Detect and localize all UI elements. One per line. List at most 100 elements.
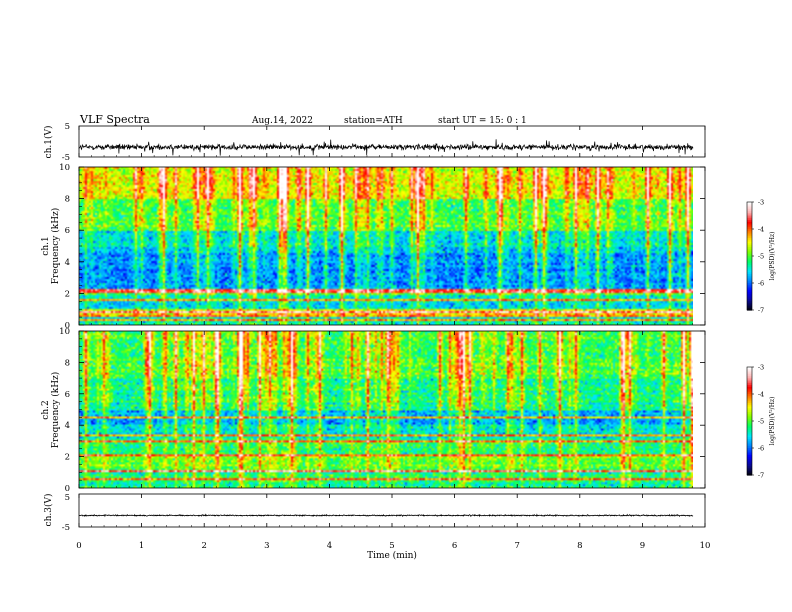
ch1-waveform-panel: 5 -5 ch.1(V) (43, 122, 706, 163)
colorbar-cell (747, 214, 752, 217)
colorbar-cell (747, 379, 752, 382)
ch2-spectrogram-ylabel: Frequency (kHz) (50, 372, 61, 449)
time-tick-label: 8 (577, 541, 582, 551)
colorbar-cell (747, 288, 752, 291)
time-tick-label: 0 (76, 541, 81, 551)
colorbar-cell (747, 308, 752, 311)
colorbar-cell (747, 386, 752, 390)
colorbar-cell (747, 232, 752, 235)
colorbar-cell (747, 270, 752, 273)
colorbar-cell (747, 302, 752, 306)
colorbar-tick-label: -6 (758, 280, 764, 288)
ch1-spectrogram-ytick-label: 0 (65, 321, 70, 331)
colorbar-cell (747, 205, 752, 208)
colorbar-cell (747, 383, 752, 386)
colorbar-cell (747, 428, 752, 431)
colorbar-cell (747, 467, 752, 471)
ch2-spectrogram-channel-label: ch.2 (41, 400, 51, 419)
colorbar-cell (747, 257, 752, 261)
ch1-ytick-top: 5 (65, 122, 70, 132)
colorbar-tick-label: -5 (758, 418, 764, 426)
colorbar-cell (747, 207, 752, 210)
colorbar-cell (747, 234, 752, 237)
ch2-spectrogram-ytick-label: 8 (65, 358, 70, 368)
colorbar-tick-label: -5 (758, 253, 764, 261)
time-tick-label: 7 (514, 541, 519, 551)
ch2-spectrogram-ytick-label: 10 (59, 327, 70, 337)
colorbar-cell (747, 218, 752, 221)
colorbar-cell (747, 274, 752, 277)
time-axis-ticks: 0 1 2 3 4 5 6 7 8 9 10 (76, 126, 710, 551)
colorbar-cell (747, 471, 752, 474)
ch2-spectrogram-ytick-label: 6 (65, 390, 70, 400)
colorbar-cell (747, 259, 752, 262)
colorbar-tick-label: -7 (758, 472, 764, 480)
colorbar-cell (747, 248, 752, 252)
colorbar-cell (747, 451, 752, 454)
colorbar-cell (747, 211, 752, 214)
colorbar-tick-label: -3 (758, 364, 764, 372)
colorbar-tick-label: -6 (758, 445, 764, 453)
colorbar-cell (747, 466, 752, 469)
colorbar-cell (747, 283, 752, 286)
colorbar-cell (747, 247, 752, 250)
colorbar-cell (747, 250, 752, 253)
ch2-spectrogram-ytick-label: 4 (65, 421, 70, 431)
colorbar-cell (747, 263, 752, 266)
colorbar-cell (747, 440, 752, 444)
colorbar-cell (747, 281, 752, 284)
colorbar-cell (747, 408, 752, 411)
time-tick-label: 1 (139, 541, 144, 551)
colorbar-cell (747, 397, 752, 400)
colorbar-cell (747, 374, 752, 377)
ch1-colorbar: -3 -4 -5 -6 -7 log(PSD)(V²/Hz) (746, 199, 776, 315)
ch2-spectrogram-ytick-label: 2 (65, 453, 70, 463)
ch3-waveform-trace (78, 513, 694, 518)
colorbar-cell (747, 406, 752, 409)
colorbar-cell (747, 458, 752, 462)
colorbar-cell (747, 395, 752, 399)
ch3-ytick-bottom: -5 (62, 523, 70, 533)
ch1-spectrogram-ylabel: Frequency (kHz) (50, 208, 61, 285)
colorbar-cell (747, 439, 752, 442)
colorbar-cell (747, 277, 752, 280)
colorbar-cell (747, 469, 752, 472)
colorbar-cell (747, 419, 752, 422)
colorbar-cell (747, 209, 752, 212)
colorbar-cell (747, 404, 752, 408)
colorbar-cell (747, 290, 752, 293)
colorbar-cell (747, 254, 752, 257)
time-tick-label: 4 (327, 541, 332, 551)
colorbar-tick-label: -3 (758, 199, 764, 207)
ch1-waveform-ylabel: ch.1(V) (43, 126, 54, 159)
station-label: station=ATH (344, 116, 403, 126)
ch1-spectrogram-yticks: 0 2 4 6 8 10 (59, 163, 705, 331)
colorbar-cell (747, 421, 752, 424)
ch1-spectrogram-panel: 0 2 4 6 8 10 ch.1 Frequency (kHz) (41, 163, 706, 331)
colorbar-cell (747, 410, 752, 413)
ch2-spectrogram-panel: 0 2 4 6 8 10 ch.2 Frequency (kHz) (41, 327, 706, 494)
colorbar-cell (747, 460, 752, 463)
colorbar-cell (747, 453, 752, 456)
colorbar-cell (747, 230, 752, 234)
colorbar-cell (747, 221, 752, 225)
colorbar-cell (747, 223, 752, 226)
colorbar-cell (747, 293, 752, 297)
ch1-spectrogram-ytick-label: 2 (65, 289, 70, 299)
colorbar-cell (747, 268, 752, 271)
colorbar-cell (747, 275, 752, 279)
colorbar-cell (747, 444, 752, 447)
time-tick-label: 3 (264, 541, 269, 551)
colorbar-cell (747, 385, 752, 388)
colorbar-cell (747, 236, 752, 239)
ch3-waveform-panel: 5 -5 ch.3(V) (43, 493, 706, 533)
colorbar-cell (747, 239, 752, 243)
ch1-spectrogram-image (79, 167, 693, 325)
colorbar-cell (747, 256, 752, 259)
colorbar-cell (747, 403, 752, 406)
colorbar-cell (747, 295, 752, 298)
colorbar-cell (747, 203, 752, 207)
colorbar-cell (747, 449, 752, 453)
colorbar-cell (747, 455, 752, 458)
